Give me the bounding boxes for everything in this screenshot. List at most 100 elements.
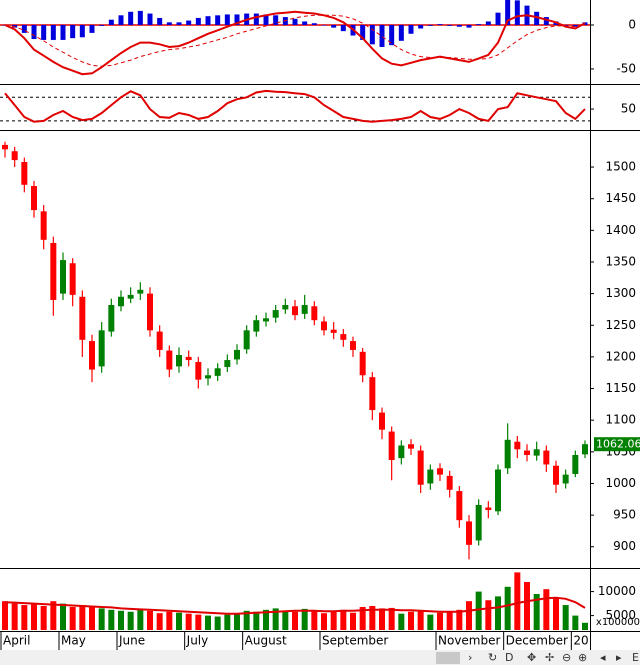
last-price-box <box>594 437 640 452</box>
candle-body <box>118 296 124 307</box>
candle-body <box>533 449 540 456</box>
macd-histogram-bar <box>427 24 433 26</box>
candle-body <box>253 320 260 332</box>
x-tick-label: April <box>3 634 30 648</box>
data-button[interactable]: D <box>505 651 513 664</box>
macd-histogram-bar <box>234 14 240 25</box>
volume-bar <box>427 614 434 630</box>
macd-histogram-bar <box>205 16 211 25</box>
macd-histogram-bar <box>340 24 346 32</box>
macd-histogram-bar <box>50 24 56 40</box>
volume-bar <box>234 613 240 630</box>
macd-histogram-bar <box>137 10 143 25</box>
macd-histogram-bar <box>60 24 66 40</box>
volume-bar <box>243 610 250 630</box>
x-tick-label: June <box>118 634 145 648</box>
zoom-out-button[interactable]: ⊖ <box>562 651 571 664</box>
macd-histogram-bar <box>456 24 462 27</box>
prev-button[interactable]: ◂ <box>600 651 606 664</box>
candle-body <box>446 475 453 490</box>
candle-body <box>263 318 269 322</box>
candle-body <box>408 444 414 449</box>
volume-bar <box>495 596 501 630</box>
macd-histogram-bar <box>108 19 114 25</box>
candle-body <box>89 341 95 370</box>
volume-bar <box>311 610 318 630</box>
y-tick-label: 0 <box>628 17 636 31</box>
macd-histogram-bar <box>302 21 308 25</box>
end-button[interactable]: E <box>632 651 639 664</box>
scroll-thumb[interactable] <box>436 652 460 664</box>
candle-body <box>495 469 501 512</box>
macd-histogram-bar <box>273 15 279 25</box>
volume-bar <box>292 611 298 630</box>
candle-body <box>108 305 115 332</box>
y-tick-label: 1450 <box>605 191 636 205</box>
candle-body <box>292 306 298 316</box>
candle-body <box>475 504 482 541</box>
volume-bar <box>379 608 385 630</box>
macd-histogram-bar <box>485 21 491 25</box>
macd-histogram-bar <box>31 24 37 40</box>
y-tick-label: 50 <box>621 102 636 116</box>
macd-histogram-bar <box>195 17 201 25</box>
volume-bar <box>437 612 443 630</box>
x-tick-label: September <box>322 634 388 648</box>
candle-body <box>340 334 347 340</box>
volume-bar <box>388 607 395 630</box>
oscillator-line <box>4 89 586 123</box>
zoom-in-button[interactable]: ⊕ <box>578 651 587 664</box>
volume-bar <box>330 611 337 630</box>
next-button[interactable]: ▸ <box>616 651 622 664</box>
volume-bar <box>2 601 8 630</box>
volume-bar <box>485 600 492 630</box>
volume-bar <box>398 613 405 630</box>
candle-body <box>31 186 37 211</box>
macd-histogram-bar <box>495 12 501 25</box>
candle-body <box>437 468 443 475</box>
move-button[interactable]: ✥ <box>527 651 536 664</box>
volume-bar <box>205 615 211 630</box>
macd-histogram-bar <box>311 23 317 25</box>
y-tick-label: 1500 <box>605 160 636 174</box>
refresh-button[interactable]: ↻ <box>488 651 497 664</box>
y-tick-label: 5000 <box>605 608 636 622</box>
volume-bar <box>127 611 134 630</box>
candle-body <box>562 474 569 484</box>
volume-average-line <box>4 596 586 615</box>
candle-body <box>514 441 521 450</box>
macd-histogram-bar <box>292 18 298 25</box>
volume-bar <box>253 611 260 630</box>
scroll-right[interactable]: › <box>468 651 472 664</box>
volume-bar <box>572 615 579 630</box>
y-tick-label: 1350 <box>605 254 636 268</box>
volume-bar <box>40 606 47 630</box>
volume-bar <box>31 603 37 630</box>
macd-histogram-bar <box>176 22 182 25</box>
volume-bar <box>282 610 289 630</box>
volume-bar <box>195 614 202 630</box>
candle-body <box>69 263 76 295</box>
toolbar: › ↻ D ✥ ✢ ⊖ ⊕ ◂ ▸ E <box>0 650 640 665</box>
volume-bar <box>147 610 153 630</box>
volume-bar <box>263 609 269 630</box>
volume-bar <box>301 608 308 630</box>
macd-histogram-bar <box>99 24 105 26</box>
volume-bar <box>553 597 559 630</box>
macd-histogram-bar <box>466 24 472 28</box>
y-tick-label: 1200 <box>605 349 636 363</box>
candle-body <box>195 361 202 380</box>
candle-body <box>166 350 173 370</box>
candle-body <box>553 465 559 485</box>
macd-histogram-bar <box>418 24 424 29</box>
pan-button[interactable]: ✢ <box>545 651 554 664</box>
candle-body <box>466 521 472 545</box>
macd-histogram-bar <box>505 0 511 25</box>
candle-body <box>572 454 579 474</box>
volume-bar <box>108 609 115 630</box>
candle-body <box>359 351 366 376</box>
volume-bar <box>350 612 356 630</box>
macd-histogram-bar <box>79 24 85 38</box>
macd-histogram-bar <box>408 24 414 34</box>
macd-histogram-bar <box>215 15 221 25</box>
